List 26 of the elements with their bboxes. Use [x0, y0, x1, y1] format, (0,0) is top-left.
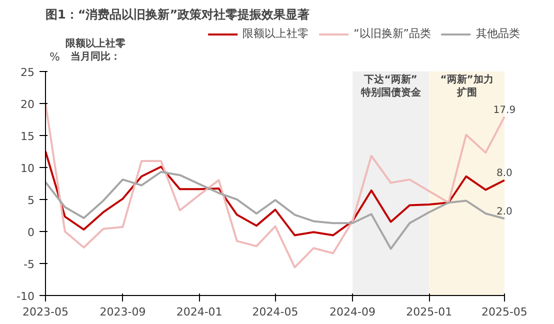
x-tick-label: 2025-05	[481, 306, 528, 318]
data-label: 17.9	[493, 104, 516, 116]
x-tick-label: 2023-09	[100, 306, 146, 318]
legend-label: 其他品类	[476, 26, 520, 41]
data-label: 8.0	[496, 168, 512, 180]
data-label: 2.0	[496, 206, 512, 218]
y-axis-title: %	[50, 50, 60, 64]
y-tick-label: 0	[28, 226, 34, 239]
x-tick-label: 2024-05	[252, 306, 298, 318]
y-tick-label: 5	[28, 194, 34, 207]
y-tick-label: 15	[20, 130, 35, 143]
x-tick-label: 2023-05	[22, 306, 68, 318]
y-tick-label: 10	[20, 162, 35, 175]
y-tick-label: -5	[24, 258, 34, 271]
y-tick-label: 25	[20, 66, 35, 79]
y-tick-label: -10	[16, 290, 34, 303]
text: 限额以上社零当月同比：	[66, 37, 126, 62]
legend-label: “以旧换新”品类	[354, 26, 431, 41]
legend-label: 限额以上社零	[242, 26, 309, 41]
y-tick-label: 20	[20, 98, 35, 111]
x-tick-label: 2024-01	[176, 306, 222, 318]
x-tick-label: 2024-09	[330, 306, 376, 318]
band-label: 下达“两新”特别国债资金	[360, 73, 422, 98]
x-tick-label: 2025-01	[406, 306, 452, 318]
band-label: “两新”加力扩围	[440, 73, 494, 98]
chart-title: 图1：“消费品以旧换新”政策对社零提振效果显著	[46, 8, 310, 22]
